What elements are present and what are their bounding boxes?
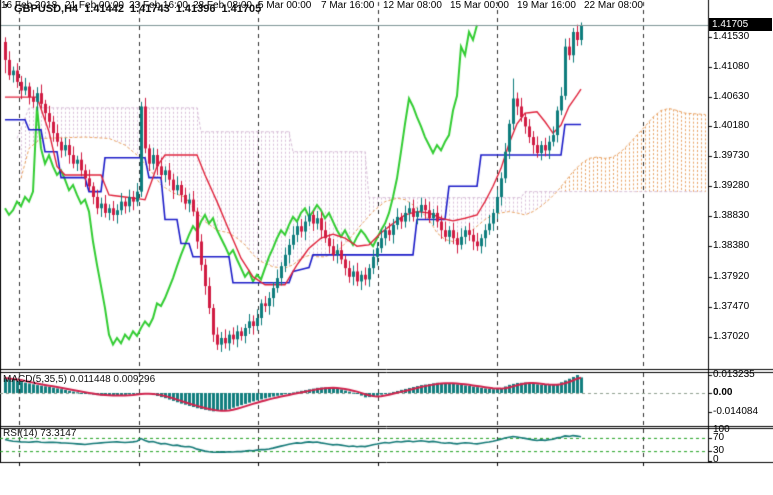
price-axis-label: 1.39280 (713, 180, 750, 191)
time-axis-label: 15 Mar 00:00 (450, 0, 509, 11)
quote-low: 1.41396 (175, 3, 216, 15)
time-axis-label: 5 Mar 00:00 (258, 0, 312, 11)
time-axis-label: 7 Mar 16:00 (321, 0, 375, 11)
time-axis-label: 19 Mar 16:00 (517, 0, 576, 11)
macd-indicator-label: MACD(5,35,5) 0.011448 0.009296 (3, 374, 156, 385)
current-price-tag: 1.41705 (709, 18, 772, 31)
time-axis-label: 23 Feb 16:00 (129, 0, 188, 11)
price-axis-label: 1.41530 (713, 31, 750, 42)
price-axis-label: 1.40180 (713, 120, 750, 131)
quote-close: 1.41705 (221, 3, 262, 15)
macd-axis-label: 0.013235 (713, 369, 755, 380)
macd-axis-label: -0.014084 (713, 406, 759, 417)
chart-title: GBPUSD,H4 1.41442 1.41743 1.41396 1.41705 (14, 3, 267, 15)
symbol-label: GBPUSD,H4 (14, 3, 79, 15)
price-axis-label: 1.38830 (713, 210, 750, 221)
time-axis-label: 22 Mar 08:00 (584, 0, 643, 11)
symbol-marker-icon: ▼ (3, 3, 10, 10)
rsi-axis-label: 70 (713, 432, 725, 443)
rsi-axis-label: 30 (713, 445, 725, 456)
time-axis-label: 21 Feb 00:00 (65, 0, 124, 11)
rsi-axis-label: 0 (713, 454, 719, 465)
price-axis-label: 1.39730 (713, 150, 750, 161)
price-axis-label: 1.37920 (713, 271, 750, 282)
price-axis-label: 1.41080 (713, 61, 750, 72)
price-axis-label: 1.38380 (713, 240, 750, 251)
macd-axis-label: 0.00 (713, 387, 733, 398)
price-axis-label: 1.37470 (713, 301, 750, 312)
time-axis-label: 12 Mar 08:00 (383, 0, 442, 11)
rsi-indicator-label: RSI(14) 73.3147 (3, 428, 77, 439)
quote-open: 1.41442 (84, 3, 124, 15)
time-axis-label: 16 Feb 2018 (1, 0, 58, 11)
price-axis-label: 1.37020 (713, 331, 750, 342)
rsi-axis-label: 100 (713, 424, 730, 435)
time-axis-label: 28 Feb 08:00 (193, 0, 252, 11)
price-axis-label: 1.40630 (713, 91, 750, 102)
quote-high: 1.41743 (129, 3, 170, 15)
